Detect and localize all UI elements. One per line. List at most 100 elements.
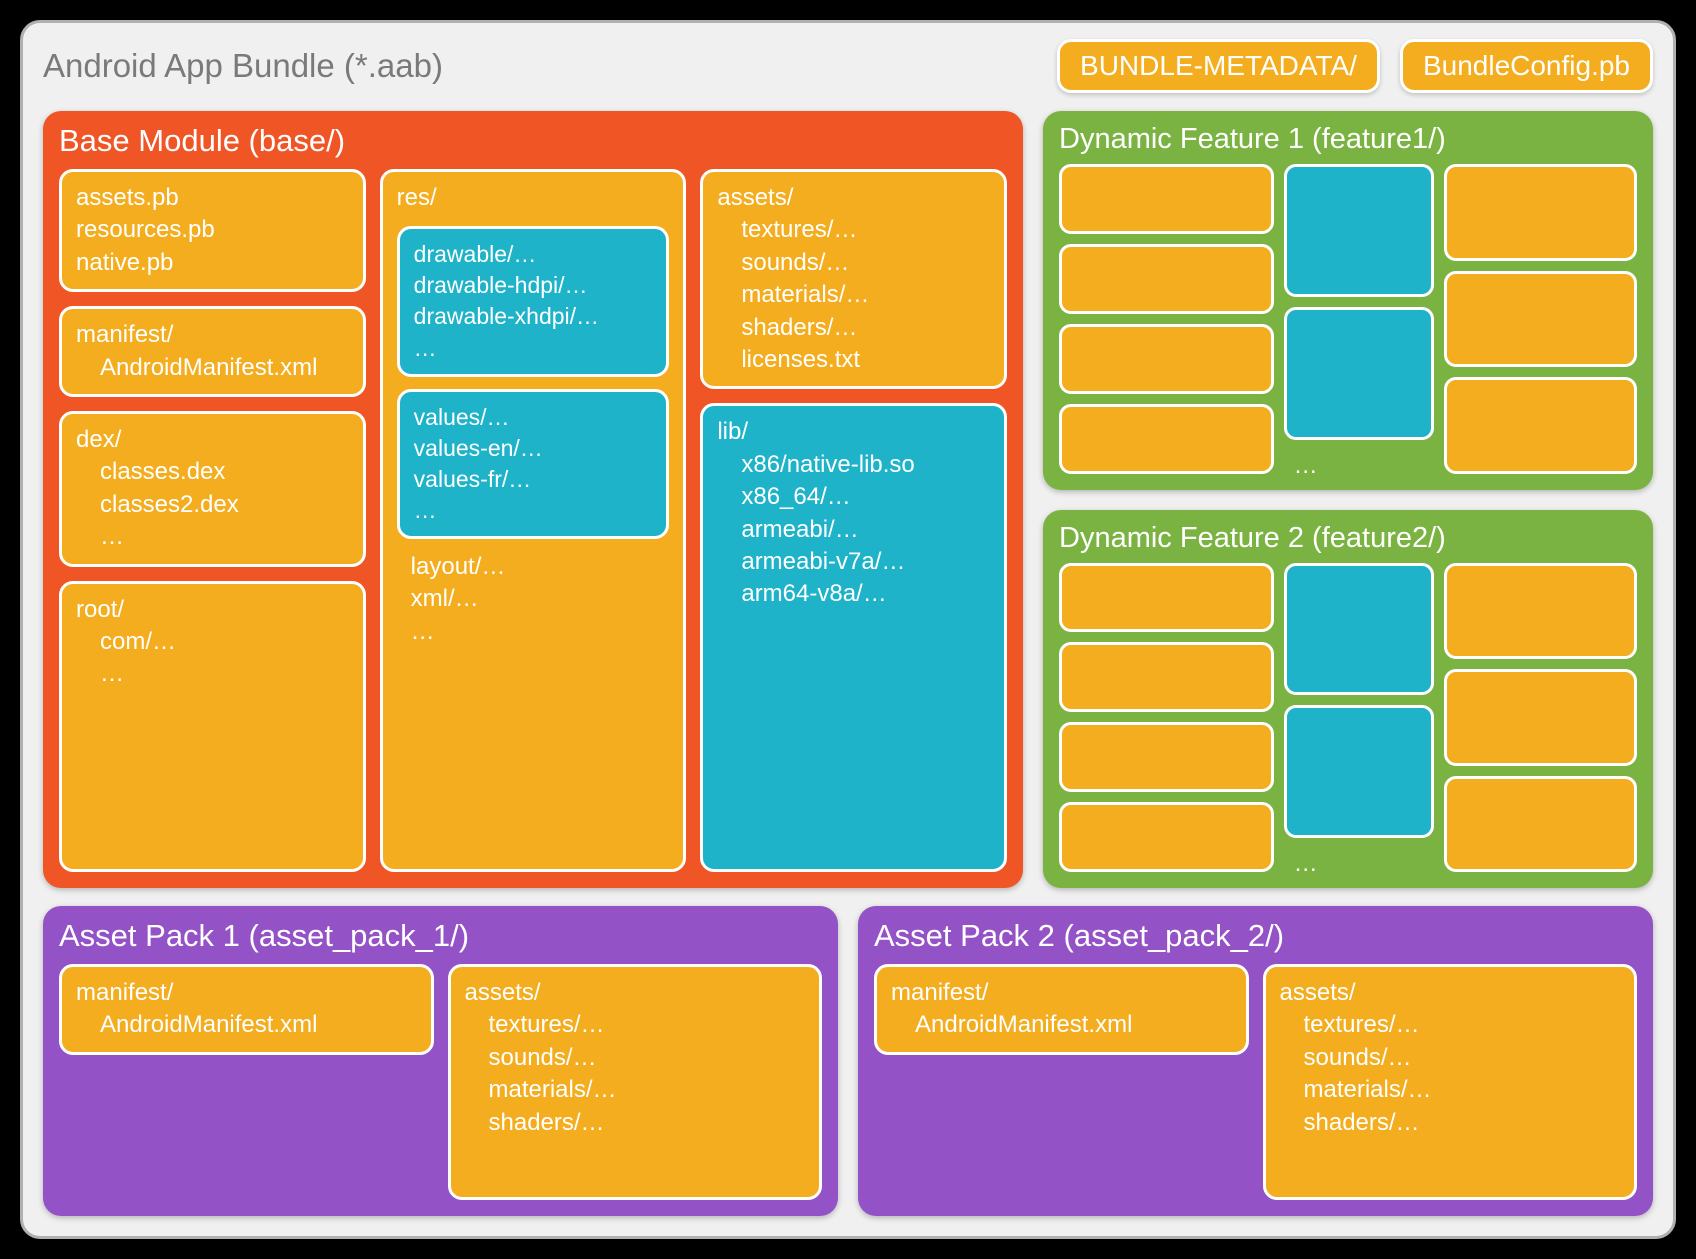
- pack1-assets-item: materials/…: [465, 1074, 806, 1106]
- feature-1-grid: …: [1059, 164, 1637, 474]
- pack2-assets-item: textures/…: [1280, 1009, 1621, 1041]
- feature-chip: [1059, 404, 1274, 474]
- feature-chip: [1444, 669, 1637, 766]
- pack2-assets-item: shaders/…: [1280, 1107, 1621, 1139]
- assets-item: textures/…: [717, 214, 990, 246]
- base-col-1: assets.pb resources.pb native.pb manifes…: [59, 169, 366, 872]
- values-line: values-fr/…: [414, 464, 653, 495]
- drawable-line: drawable-xhdpi/…: [414, 301, 653, 332]
- lib-item: arm64-v8a/…: [717, 578, 990, 610]
- root-item: com/…: [76, 626, 349, 658]
- feature-chip: [1059, 642, 1274, 712]
- pack1-manifest-header: manifest/: [76, 977, 417, 1009]
- assets-item: sounds/…: [717, 247, 990, 279]
- feature-chip: [1059, 244, 1274, 314]
- layout-line: layout/…: [411, 551, 670, 583]
- feature-chip: [1284, 563, 1434, 696]
- pack2-assets-header: assets/: [1280, 977, 1621, 1009]
- pack1-assets-item: sounds/…: [465, 1042, 806, 1074]
- pack2-manifest-item: AndroidManifest.xml: [891, 1009, 1232, 1041]
- asset-packs-row: Asset Pack 1 (asset_pack_1/) manifest/ A…: [43, 906, 1653, 1216]
- pack2-assets-item: materials/…: [1280, 1074, 1621, 1106]
- feature-chip: [1059, 802, 1274, 872]
- pb-files-card: assets.pb resources.pb native.pb: [59, 169, 366, 292]
- pack2-assets-card: assets/ textures/… sounds/… materials/… …: [1263, 964, 1638, 1200]
- feature-chip: [1444, 164, 1637, 261]
- lib-item: x86_64/…: [717, 481, 990, 513]
- lib-header: lib/: [717, 416, 990, 448]
- lib-item: armeabi/…: [717, 514, 990, 546]
- feature-chip: [1059, 563, 1274, 633]
- values-line: values/…: [414, 402, 653, 433]
- asset-pack-1-title: Asset Pack 1 (asset_pack_1/): [59, 918, 822, 954]
- manifest-card: manifest/ AndroidManifest.xml: [59, 306, 366, 397]
- header-row: Android App Bundle (*.aab) BUNDLE-METADA…: [43, 39, 1653, 93]
- aab-diagram: Android App Bundle (*.aab) BUNDLE-METADA…: [20, 20, 1676, 1239]
- dex-item: …: [76, 521, 349, 553]
- root-card: root/ com/… …: [59, 581, 366, 872]
- dex-item: classes2.dex: [76, 489, 349, 521]
- asset-pack-1-box: Asset Pack 1 (asset_pack_1/) manifest/ A…: [43, 906, 838, 1216]
- dex-card: dex/ classes.dex classes2.dex …: [59, 411, 366, 567]
- pb-line: assets.pb: [76, 182, 349, 214]
- feature-2-title: Dynamic Feature 2 (feature2/): [1059, 522, 1637, 555]
- lib-item: x86/native-lib.so: [717, 449, 990, 481]
- feature-chip: [1059, 164, 1274, 234]
- layout-line: …: [411, 616, 670, 648]
- base-module-box: Base Module (base/) assets.pb resources.…: [43, 111, 1023, 888]
- feature-chip: [1444, 377, 1637, 474]
- assets-item: licenses.txt: [717, 344, 990, 376]
- feature-chip: [1284, 307, 1434, 440]
- values-line: values-en/…: [414, 433, 653, 464]
- bundle-title: Android App Bundle (*.aab): [43, 47, 1037, 85]
- values-line: …: [414, 495, 653, 526]
- res-header: res/: [397, 182, 670, 214]
- feature-2-box: Dynamic Feature 2 (feature2/) …: [1043, 510, 1653, 889]
- values-card: values/… values-en/… values-fr/… …: [397, 389, 670, 539]
- modules-row: Base Module (base/) assets.pb resources.…: [43, 111, 1653, 888]
- pb-line: native.pb: [76, 247, 349, 279]
- feature-chip: [1284, 705, 1434, 838]
- base-col-2: res/ drawable/… drawable-hdpi/… drawable…: [380, 169, 687, 872]
- base-col-3: assets/ textures/… sounds/… materials/… …: [700, 169, 1007, 872]
- pack1-assets-header: assets/: [465, 977, 806, 1009]
- bundle-config-pill: BundleConfig.pb: [1400, 39, 1653, 93]
- assets-card: assets/ textures/… sounds/… materials/… …: [700, 169, 1007, 389]
- pack1-assets-card: assets/ textures/… sounds/… materials/… …: [448, 964, 823, 1200]
- asset-pack-2-title: Asset Pack 2 (asset_pack_2/): [874, 918, 1637, 954]
- features-column: Dynamic Feature 1 (feature1/) …: [1043, 111, 1653, 888]
- lib-card: lib/ x86/native-lib.so x86_64/… armeabi/…: [700, 403, 1007, 872]
- feature-1-title: Dynamic Feature 1 (feature1/): [1059, 123, 1637, 156]
- feature-chip: [1284, 164, 1434, 297]
- feature-chip: [1059, 722, 1274, 792]
- dex-item: classes.dex: [76, 456, 349, 488]
- drawable-line: drawable-hdpi/…: [414, 270, 653, 301]
- feature-ellipsis: …: [1284, 848, 1434, 872]
- feature-chip: [1059, 324, 1274, 394]
- pb-line: resources.pb: [76, 214, 349, 246]
- feature-chip: [1444, 563, 1637, 660]
- feature-ellipsis: …: [1284, 450, 1434, 474]
- assets-item: materials/…: [717, 279, 990, 311]
- root-item: …: [76, 658, 349, 690]
- res-card: res/ drawable/… drawable-hdpi/… drawable…: [380, 169, 687, 872]
- pack1-manifest-item: AndroidManifest.xml: [76, 1009, 417, 1041]
- asset-pack-2-box: Asset Pack 2 (asset_pack_2/) manifest/ A…: [858, 906, 1653, 1216]
- pack2-manifest-card: manifest/ AndroidManifest.xml: [874, 964, 1249, 1055]
- dex-header: dex/: [76, 424, 349, 456]
- pack2-assets-item: sounds/…: [1280, 1042, 1621, 1074]
- pack1-assets-item: textures/…: [465, 1009, 806, 1041]
- layout-line: xml/…: [411, 583, 670, 615]
- manifest-header: manifest/: [76, 319, 349, 351]
- feature-chip: [1444, 271, 1637, 368]
- lib-item: armeabi-v7a/…: [717, 546, 990, 578]
- pack2-manifest-header: manifest/: [891, 977, 1232, 1009]
- drawable-line: …: [414, 333, 653, 364]
- manifest-item: AndroidManifest.xml: [76, 352, 349, 384]
- drawable-card: drawable/… drawable-hdpi/… drawable-xhdp…: [397, 226, 670, 376]
- pack1-assets-item: shaders/…: [465, 1107, 806, 1139]
- base-module-title: Base Module (base/): [59, 123, 1007, 159]
- drawable-line: drawable/…: [414, 239, 653, 270]
- assets-header: assets/: [717, 182, 990, 214]
- assets-item: shaders/…: [717, 312, 990, 344]
